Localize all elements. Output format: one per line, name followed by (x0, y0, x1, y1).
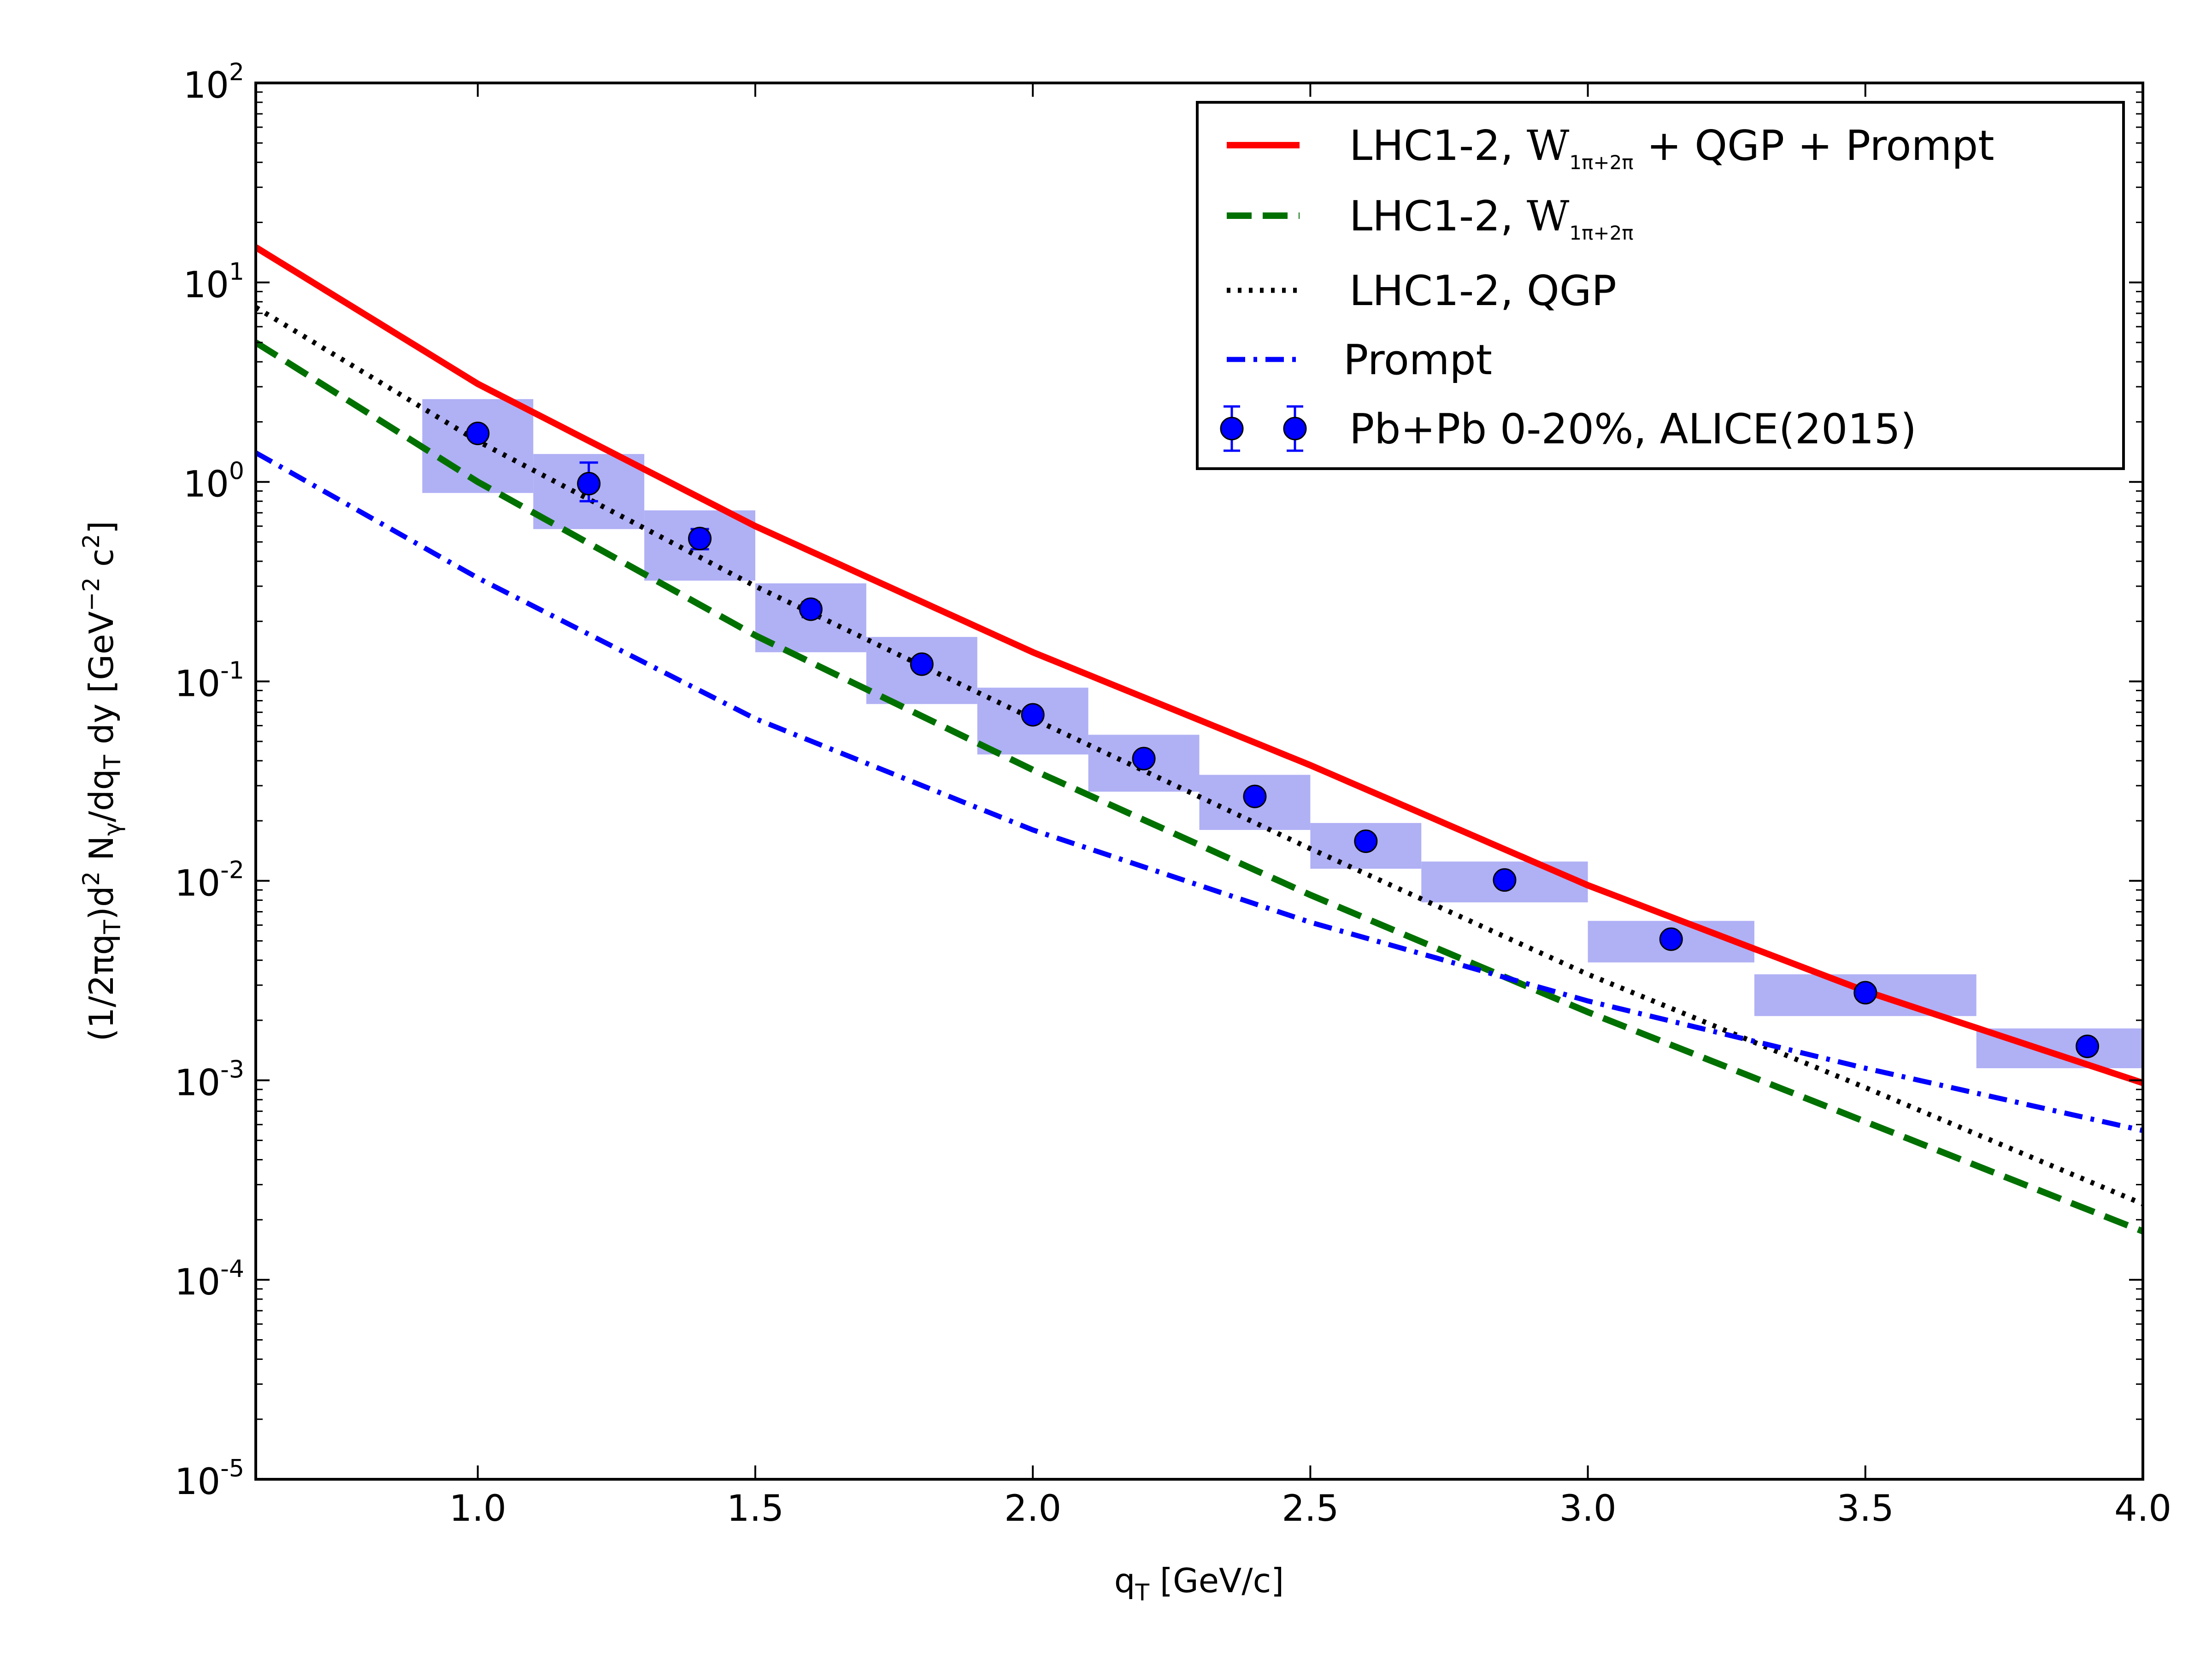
data-point-10 (1659, 927, 1683, 951)
axis-ticks (256, 82, 2144, 1480)
data-points (466, 422, 2100, 1059)
y-tick-label-1: 10-4 (175, 1255, 244, 1303)
data-point-7 (1243, 784, 1267, 808)
data-point-9 (1493, 868, 1517, 892)
x-tick-label-0: 1.0 (449, 1488, 506, 1530)
legend-label-data: Pb+Pb 0-20%, ALICE(2015) (1349, 405, 1917, 453)
data-point-1 (577, 472, 601, 496)
data-point-5 (1021, 703, 1045, 727)
series-line-2 (256, 305, 2143, 1206)
y-tick-label-2: 10-3 (175, 1056, 244, 1104)
plot-frame (254, 82, 2144, 1481)
legend-marker-0 (1220, 417, 1244, 441)
data-point-11 (1853, 981, 1877, 1005)
legend-label-3: Prompt (1343, 336, 1492, 384)
legend-box (1196, 101, 2125, 470)
x-tick-labels: 1.0 1.5 2.0 2.5 3.0 3.5 4.0 (449, 1488, 2171, 1530)
series-line-1 (256, 340, 2143, 1235)
x-axis-label: qT [GeV/c] (1114, 1561, 1284, 1606)
x-tick-label-4: 3.0 (1559, 1488, 1617, 1530)
systematic-band-0 (422, 399, 534, 493)
x-tick-label-3: 2.5 (1282, 1488, 1339, 1530)
x-tick-label-1: 1.5 (727, 1488, 784, 1530)
y-axis-label: (1/2πqT)d2 Nγ/dqT dy [GeV−2 c2] (78, 521, 126, 1041)
model-curves (256, 244, 2143, 1235)
data-point-0 (466, 422, 490, 446)
series-line-0 (256, 244, 2143, 1086)
data-point-3 (799, 597, 823, 621)
x-tick-label-2: 2.0 (1004, 1488, 1061, 1530)
y-tick-label-4: 10-1 (175, 657, 244, 705)
x-tick-label-6: 4.0 (2114, 1488, 2171, 1530)
legend-marker-1 (1283, 417, 1307, 441)
data-point-2 (688, 527, 712, 551)
data-point-6 (1132, 747, 1156, 771)
data-point-8 (1354, 829, 1378, 853)
y-tick-labels: 10-5 10-4 10-3 10-2 10-1 100 101 102 (175, 59, 244, 1503)
x-tick-label-5: 3.5 (1837, 1488, 1894, 1530)
legend-label-0: LHC1-2, W1π+2π + QGP + Prompt (1349, 122, 1994, 174)
series-line-3 (256, 450, 2143, 1133)
legend-label-2: LHC1-2, QGP (1349, 267, 1617, 315)
y-tick-label-7: 102 (183, 59, 244, 106)
y-tick-label-6: 101 (183, 258, 244, 306)
y-tick-label-5: 100 (183, 458, 244, 506)
data-point-12 (2076, 1035, 2100, 1059)
legend-label-1: LHC1-2, W1π+2π (1349, 192, 1634, 244)
y-tick-label-3: 10-2 (175, 856, 244, 904)
data-point-4 (910, 652, 934, 676)
y-tick-label-0: 10-5 (175, 1455, 244, 1503)
legend: LHC1-2, W1π+2π + QGP + Prompt LHC1-2, W1π… (1196, 101, 2125, 470)
